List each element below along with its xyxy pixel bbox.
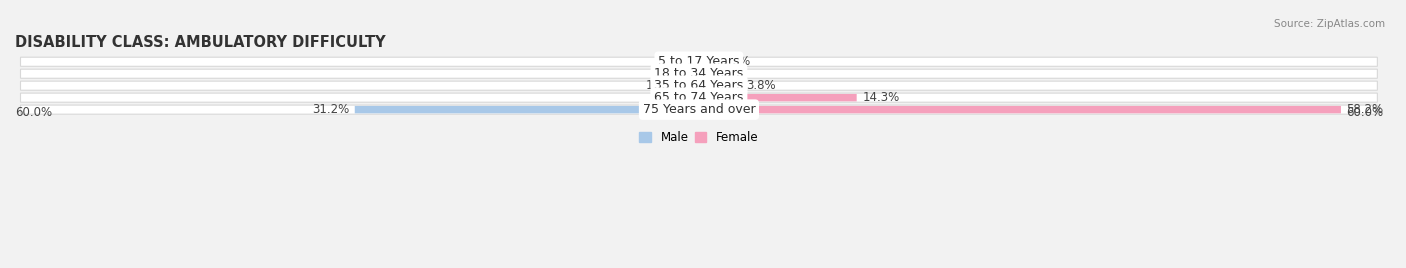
FancyBboxPatch shape xyxy=(699,58,707,65)
Text: DISABILITY CLASS: AMBULATORY DIFFICULTY: DISABILITY CLASS: AMBULATORY DIFFICULTY xyxy=(15,35,385,50)
FancyBboxPatch shape xyxy=(699,94,856,101)
Text: 5 to 17 Years: 5 to 17 Years xyxy=(658,55,740,68)
FancyBboxPatch shape xyxy=(699,82,741,90)
Legend: Male, Female: Male, Female xyxy=(634,126,763,149)
Text: 0.77%: 0.77% xyxy=(713,55,751,68)
Text: 0.0%: 0.0% xyxy=(664,55,693,68)
Text: 1.6%: 1.6% xyxy=(645,79,676,92)
Text: 3.8%: 3.8% xyxy=(747,79,776,92)
Text: 60.0%: 60.0% xyxy=(15,106,52,119)
FancyBboxPatch shape xyxy=(688,94,699,101)
Text: 31.2%: 31.2% xyxy=(312,103,349,116)
Text: 65 to 74 Years: 65 to 74 Years xyxy=(654,91,744,104)
FancyBboxPatch shape xyxy=(21,105,1378,114)
FancyBboxPatch shape xyxy=(21,57,1378,66)
FancyBboxPatch shape xyxy=(21,69,1378,78)
FancyBboxPatch shape xyxy=(699,106,1341,113)
Text: 14.3%: 14.3% xyxy=(862,91,900,104)
Text: 18 to 34 Years: 18 to 34 Years xyxy=(654,67,744,80)
FancyBboxPatch shape xyxy=(696,70,699,77)
Text: 0.25%: 0.25% xyxy=(654,67,690,80)
FancyBboxPatch shape xyxy=(682,82,699,90)
FancyBboxPatch shape xyxy=(21,81,1378,90)
Text: 35 to 64 Years: 35 to 64 Years xyxy=(654,79,744,92)
Text: 58.2%: 58.2% xyxy=(1347,103,1384,116)
FancyBboxPatch shape xyxy=(354,106,699,113)
Text: 1.0%: 1.0% xyxy=(652,91,682,104)
Text: 0.25%: 0.25% xyxy=(707,67,744,80)
Text: Source: ZipAtlas.com: Source: ZipAtlas.com xyxy=(1274,19,1385,29)
FancyBboxPatch shape xyxy=(21,93,1378,102)
FancyBboxPatch shape xyxy=(699,70,702,77)
Text: 75 Years and over: 75 Years and over xyxy=(643,103,755,116)
Text: 60.0%: 60.0% xyxy=(1346,106,1384,119)
